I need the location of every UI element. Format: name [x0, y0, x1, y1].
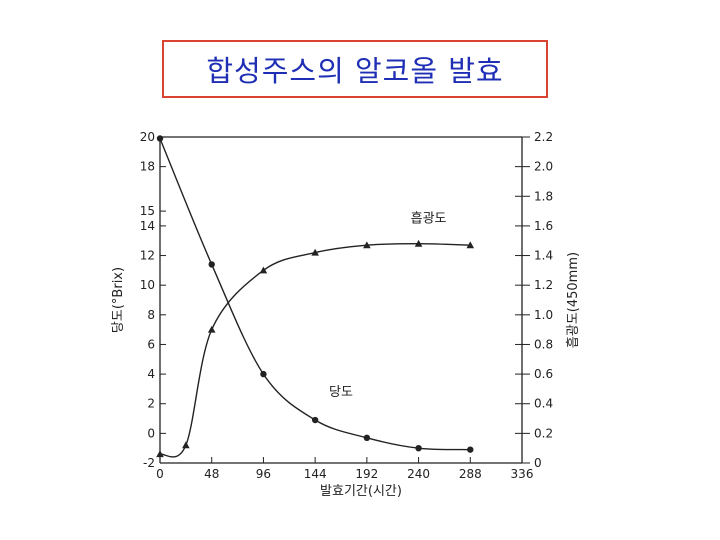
- x-axis-title: 발효기간(시간): [320, 484, 402, 499]
- y-left-tick-label: 6: [147, 337, 155, 351]
- title-box: 합성주스의 알코올 발효: [162, 40, 548, 98]
- y-right-axis-title: 흡광도(450mm): [566, 252, 581, 348]
- chart-curves: [159, 138, 471, 458]
- y-left-tick-label: 20: [140, 130, 155, 144]
- series-1-point: [260, 370, 267, 378]
- series-2-point: [363, 241, 371, 249]
- y-left-axis-title: 당도(°Brix): [111, 267, 126, 333]
- y-left-tick-label: -2: [143, 456, 155, 470]
- y-left-tick-label: 12: [140, 249, 155, 263]
- series-1-point: [311, 416, 319, 424]
- y-right-tick-label: 0.2: [534, 426, 553, 440]
- y-right-tick-label: 0: [534, 456, 542, 470]
- y-right-tick-label: 1.0: [534, 308, 553, 322]
- x-tick-label: 0: [156, 467, 164, 481]
- series-1-point: [363, 434, 371, 442]
- series-2-point: [311, 248, 319, 256]
- x-tick-label: 48: [204, 467, 219, 481]
- series-label-sugar: 당도: [329, 385, 353, 400]
- y-right-tick-label: 2.0: [534, 160, 553, 174]
- y-left-tick-label: 4: [147, 367, 155, 381]
- series-2-point: [156, 450, 164, 458]
- y-right-tick-label: 1.2: [534, 278, 553, 292]
- x-tick-label: 288: [459, 467, 482, 481]
- series-line-2: [159, 242, 471, 458]
- y-right-tick-label: 1.8: [534, 189, 553, 203]
- x-tick-label: 336: [511, 467, 534, 481]
- series-1-point: [156, 135, 164, 142]
- y-right-tick-label: 0.6: [534, 367, 553, 381]
- chart-marks: [156, 135, 475, 458]
- y-left-tick-label: 0: [147, 426, 155, 440]
- series-1-point: [467, 446, 474, 453]
- x-tick-label: 240: [407, 467, 430, 481]
- y-right-tick-label: 2.2: [534, 130, 553, 144]
- series-1-point: [208, 261, 215, 268]
- y-right-tick-label: 0.4: [534, 397, 553, 411]
- x-tick-label: 144: [304, 467, 327, 481]
- y-left-tick-label: 10: [140, 278, 155, 292]
- series-2-point: [466, 241, 475, 249]
- series-2-point: [414, 239, 423, 247]
- y-right-tick-label: 1.6: [534, 219, 553, 233]
- y-left-tick-label: 14: [140, 219, 155, 233]
- chart-labels: 0 48 96 144 192 240 288 336-2024681012141518200…: [111, 130, 581, 499]
- y-right-tick-label: 0.8: [534, 337, 553, 351]
- y-left-tick-label: 8: [147, 308, 155, 322]
- y-right-tick-label: 1.4: [534, 249, 553, 263]
- series-1-point: [415, 444, 422, 452]
- x-tick-label: 96: [256, 467, 271, 481]
- series-2-point: [259, 266, 268, 274]
- series-line-1: [159, 138, 471, 451]
- series-2-point: [207, 325, 216, 333]
- y-left-tick-label: 18: [140, 160, 155, 174]
- y-left-tick-label: 15: [140, 204, 155, 218]
- series-2-point: [182, 441, 190, 449]
- chart-axes: [159, 136, 530, 464]
- x-tick-label: 192: [355, 467, 378, 481]
- slide-title: 합성주스의 알코올 발효: [206, 54, 504, 88]
- series-label-absorbance: 흡광도: [411, 212, 447, 227]
- y-left-tick-label: 2: [147, 397, 155, 411]
